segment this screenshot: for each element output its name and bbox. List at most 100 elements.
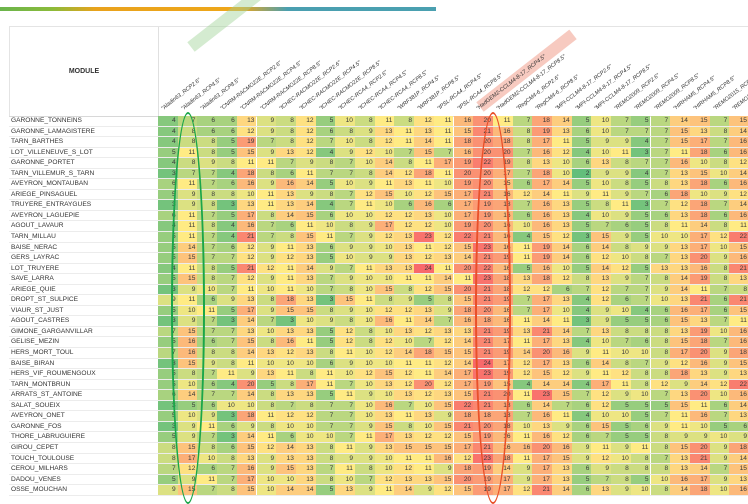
heatmap-cell: 8 bbox=[709, 126, 730, 137]
heatmap-cell: 14 bbox=[236, 348, 257, 358]
heatmap-cell: 7 bbox=[197, 253, 218, 263]
heatmap-cell: 16 bbox=[414, 200, 434, 210]
heatmap-cell: 13 bbox=[414, 126, 434, 137]
heatmap-cell: 12 bbox=[591, 284, 612, 295]
heatmap-cell: 6 bbox=[217, 126, 237, 137]
heatmap-cell: 6 bbox=[158, 390, 178, 400]
heatmap-cell: 22 bbox=[453, 232, 474, 242]
heatmap-cell: 13 bbox=[670, 390, 690, 400]
heatmap-cell: 12 bbox=[374, 337, 395, 348]
heatmap-cell: 8 bbox=[512, 137, 533, 147]
heatmap-cell: 6 bbox=[197, 337, 218, 348]
heatmap-cell: 5 bbox=[630, 263, 651, 274]
heatmap-cell: 10 bbox=[197, 453, 218, 464]
heatmap-cell: 11 bbox=[512, 316, 533, 326]
heatmap-cell: 18 bbox=[492, 284, 513, 295]
heatmap-cell: 8 bbox=[315, 474, 336, 485]
heatmap-cell: 9 bbox=[335, 242, 355, 253]
heatmap-cell: 9 bbox=[355, 126, 375, 137]
heatmap-cell: 16 bbox=[532, 200, 552, 210]
heatmap-cell: 9 bbox=[355, 453, 375, 464]
heatmap-cell: 11 bbox=[295, 221, 316, 232]
heatmap-cell: 14 bbox=[236, 432, 257, 442]
heatmap-cell: 19 bbox=[473, 432, 493, 442]
heatmap-cell: 5 bbox=[158, 232, 178, 242]
heatmap-cell: 13 bbox=[256, 348, 277, 358]
heatmap-cell: 9 bbox=[335, 147, 355, 158]
heatmap-cell: 3 bbox=[217, 411, 237, 421]
table-row: LOT_TRUYERE 4 11 8 5 21 12 11 14 9 7 11 13 13 24 11 20 22… bbox=[9, 263, 748, 275]
table-row: GARONNE_LAMAGISTERE 4 8 6 6 12 9 8 12 6 8 9 13 11 13 11… bbox=[9, 126, 748, 138]
heatmap-cell: 13 bbox=[335, 485, 355, 495]
heatmap-cell: 8 bbox=[256, 295, 277, 305]
heatmap-cell: 16 bbox=[532, 432, 552, 442]
heatmap-cell: 14 bbox=[552, 253, 572, 263]
heatmap-cell: 11 bbox=[355, 295, 375, 305]
heatmap-cell: 6 bbox=[630, 337, 651, 348]
heatmap-cell: 12 bbox=[295, 147, 316, 158]
heatmap-cell: 10 bbox=[414, 400, 434, 411]
heatmap-cell: 9 bbox=[177, 200, 198, 210]
heatmap-cell: 12 bbox=[433, 242, 454, 253]
heatmap-cell: 15 bbox=[532, 369, 552, 379]
heatmap-cell: 17 bbox=[374, 221, 395, 232]
heatmap-cell: 7 bbox=[611, 116, 631, 126]
heatmap-cell: 8 bbox=[158, 453, 178, 464]
heatmap-cell: 16 bbox=[492, 305, 513, 316]
heatmap-cell: 5 bbox=[630, 411, 651, 421]
heatmap-cell: 5 bbox=[158, 369, 178, 379]
heatmap-cell: 18 bbox=[689, 337, 710, 348]
heatmap-cell: 8 bbox=[256, 168, 277, 179]
heatmap-cell: 10 bbox=[709, 168, 730, 179]
heatmap-cell: 13 bbox=[552, 200, 572, 210]
heatmap-cell: 10 bbox=[611, 253, 631, 263]
heatmap-cell: 19 bbox=[473, 464, 493, 474]
heatmap-cell: 8 bbox=[295, 369, 316, 379]
heatmap-cell: 11 bbox=[512, 337, 533, 348]
heatmap-cell: 12 bbox=[552, 274, 572, 284]
heatmap-cell: 13 bbox=[552, 337, 572, 348]
heatmap-cell: 7 bbox=[335, 421, 355, 432]
heatmap-cell: 9 bbox=[335, 305, 355, 316]
heatmap-cell: 3 bbox=[158, 421, 178, 432]
heatmap-cell: 13 bbox=[552, 210, 572, 221]
heatmap-cell: 9 bbox=[295, 158, 316, 168]
heatmap-cell: 8 bbox=[709, 263, 730, 274]
row-label: GIROU_CEPET bbox=[11, 443, 59, 451]
heatmap-cell: 10 bbox=[355, 210, 375, 221]
heatmap-cell: 17 bbox=[236, 305, 257, 316]
heatmap-cell: 13 bbox=[374, 411, 395, 421]
heatmap-cell: 12 bbox=[355, 369, 375, 379]
heatmap-cell: 10 bbox=[335, 116, 355, 126]
heatmap-cell: 5 bbox=[177, 400, 198, 411]
heatmap-cell: 11 bbox=[335, 390, 355, 400]
heatmap-cell: 8 bbox=[355, 337, 375, 348]
heatmap-cell: 6 bbox=[315, 126, 336, 137]
heatmap-cell: 8 bbox=[335, 284, 355, 295]
heatmap-cell: 12 bbox=[591, 390, 612, 400]
row-label: BAISE_NERAC bbox=[11, 243, 58, 251]
heatmap-cell: 7 bbox=[256, 221, 277, 232]
heatmap-cell: 10 bbox=[591, 411, 612, 421]
heatmap-cell: 16 bbox=[729, 137, 748, 147]
heatmap-cell: 16 bbox=[492, 432, 513, 442]
heatmap-cell: 11 bbox=[611, 379, 631, 390]
heatmap-cell: 12 bbox=[709, 232, 730, 242]
row-label: CEROU_MILHARS bbox=[11, 465, 68, 473]
heatmap-cell: 11 bbox=[433, 137, 454, 147]
heatmap-cell: 18 bbox=[492, 421, 513, 432]
heatmap-cell: 16 bbox=[729, 179, 748, 189]
row-label: TRUYERE_ENTRAYGUES bbox=[11, 201, 92, 209]
heatmap-cell: 21 bbox=[473, 295, 493, 305]
row-label: THORE_LABRUGUIERE bbox=[11, 433, 86, 441]
heatmap-cell: 21 bbox=[473, 126, 493, 137]
heatmap-cell: 14 bbox=[532, 400, 552, 411]
heatmap-cell: 19 bbox=[492, 295, 513, 305]
heatmap-cell: 12 bbox=[394, 305, 415, 316]
heatmap-cell: 9 bbox=[158, 295, 178, 305]
heatmap-cell: 20 bbox=[689, 348, 710, 358]
heatmap-cell: 14 bbox=[552, 242, 572, 253]
table-row: OSSE_MOUCHAN 9 15 7 8 15 10 14 14 5 13 9 11 14 9 12 15 19… bbox=[9, 485, 748, 496]
heatmap-cell: 11 bbox=[689, 400, 710, 411]
heatmap-cell: 7 bbox=[335, 158, 355, 168]
